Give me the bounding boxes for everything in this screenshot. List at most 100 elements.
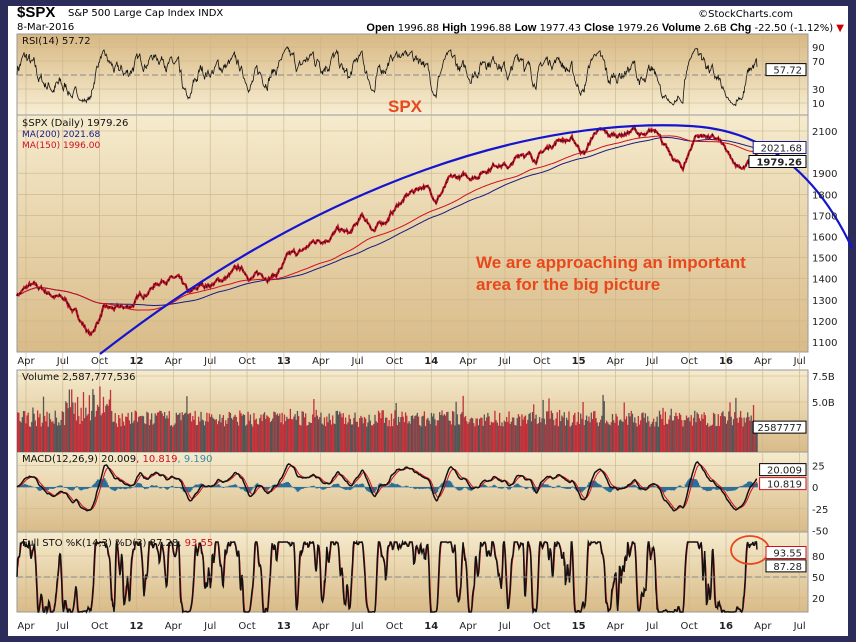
volume-label: Volume 2,587,777,536 — [22, 372, 136, 383]
macd-histogram-bar — [59, 485, 61, 488]
x-tick-label: Apr — [607, 621, 625, 632]
volume-bar — [754, 423, 756, 452]
volume-bar — [72, 402, 74, 452]
macd-histogram-bar — [594, 480, 596, 488]
volume-bar — [95, 410, 98, 452]
macd-histogram-bar — [359, 484, 361, 488]
value-tag-box — [765, 63, 807, 77]
volume-bar — [710, 425, 712, 452]
macd-histogram-bar — [598, 484, 601, 488]
volume-bar — [236, 421, 239, 452]
volume-bar — [367, 422, 369, 452]
volume-bar — [245, 425, 247, 452]
volume-bar — [202, 420, 205, 452]
volume-bar — [381, 410, 383, 452]
volume-bar — [176, 415, 179, 452]
volume-bar — [39, 413, 41, 452]
volume-bar — [588, 416, 590, 452]
volume-bar — [128, 420, 130, 452]
macd-histogram-bar — [715, 487, 717, 490]
macd-signal-value-tag: 10.819 — [759, 477, 807, 491]
volume-bar — [640, 420, 642, 452]
macd-histogram-bar — [464, 487, 467, 488]
volume-bar — [188, 413, 190, 452]
macd-histogram-bar — [500, 487, 502, 489]
x-tick-label: Apr — [312, 356, 330, 367]
macd-histogram-bar — [569, 487, 572, 489]
volume-bar — [369, 420, 371, 452]
macd-histogram-bar — [295, 487, 298, 491]
macd-histogram-bar — [455, 487, 457, 489]
volume-bar — [395, 403, 397, 452]
volume-bar — [213, 418, 215, 452]
macd-histogram-bar — [309, 486, 312, 488]
macd-histogram-bar — [64, 487, 66, 488]
volume-bar — [186, 396, 188, 452]
macd-histogram-bar — [161, 487, 164, 488]
macd-histogram-bar — [53, 487, 55, 489]
macd-histogram-bar — [289, 484, 292, 488]
macd-histogram-bar — [565, 487, 568, 489]
volume-bar — [136, 421, 139, 452]
rsi-tick: 70 — [812, 57, 825, 68]
parabolic-arc — [99, 124, 853, 355]
macd-histogram-bar — [322, 487, 325, 490]
volume-bar — [498, 412, 501, 452]
macd-histogram-bar — [302, 487, 305, 489]
volume-bar — [426, 419, 428, 452]
volume-bar — [108, 399, 110, 452]
volume-bar — [735, 397, 737, 452]
macd-histogram-bar — [536, 487, 539, 492]
volume-bar — [201, 419, 203, 452]
macd-histogram-bar — [348, 487, 351, 491]
volume-bar — [290, 419, 293, 452]
volume-bar — [138, 416, 140, 452]
volume-bar — [107, 405, 109, 452]
macd-histogram-bar — [38, 487, 40, 491]
volume-bar — [565, 417, 568, 452]
macd-histogram-bar — [312, 485, 314, 488]
volume-bar — [724, 416, 726, 452]
volume-bar — [163, 411, 166, 452]
volume-bar — [414, 415, 416, 452]
macd-histogram-bar — [288, 482, 291, 488]
volume-bar — [389, 426, 391, 452]
macd-histogram-bar — [337, 483, 340, 488]
volume-tick: 7.5B — [812, 372, 835, 383]
macd-histogram-bar — [752, 483, 755, 488]
macd-histogram-bar — [265, 487, 267, 490]
volume-bar — [643, 417, 645, 452]
volume-bar — [233, 416, 235, 452]
macd-histogram-bar — [121, 487, 124, 489]
macd-histogram-bar — [547, 484, 549, 488]
macd-histogram-bar — [179, 487, 181, 488]
macd-histogram-bar — [364, 487, 367, 490]
volume-bar — [232, 419, 234, 452]
volume-bar — [246, 424, 248, 452]
volume-bar — [604, 423, 607, 452]
volume-bar — [685, 415, 688, 452]
macd-histogram-bar — [109, 487, 112, 489]
volume-bar — [190, 421, 193, 452]
macd-histogram-bar — [245, 487, 247, 492]
volume-bar — [727, 420, 729, 452]
macd-histogram-bar — [397, 484, 400, 488]
volume-bar — [516, 418, 518, 452]
volume-bar — [54, 410, 56, 452]
macd-histogram-bar — [637, 487, 640, 490]
volume-bar — [85, 407, 87, 452]
volume-bar — [127, 412, 129, 452]
volume-bar — [175, 412, 177, 452]
volume-bar — [674, 415, 676, 452]
value-tag-text: 20.009 — [767, 466, 802, 477]
macd-histogram-bar — [728, 487, 730, 491]
volume-bar — [275, 415, 277, 452]
macd-histogram-bar — [396, 483, 399, 488]
macd-histogram-bar — [181, 487, 184, 490]
macd-histogram-bar — [631, 485, 634, 488]
volume-bar — [255, 418, 257, 452]
macd-histogram-bar — [596, 483, 599, 488]
volume-bar — [709, 425, 711, 452]
macd-histogram-bar — [151, 485, 153, 488]
